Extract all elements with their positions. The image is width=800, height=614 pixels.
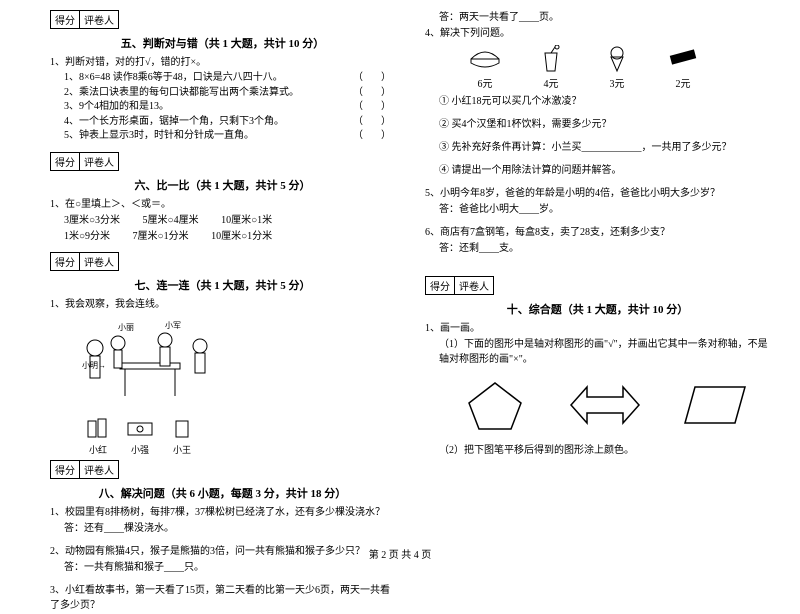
q8-4-1: ① 小红18元可以买几个冰激凌？ (425, 94, 770, 109)
grader-label: 评卷人 (80, 153, 118, 170)
score-label: 得分 (51, 11, 80, 28)
grader-label: 评卷人 (80, 461, 118, 478)
label-xm: 小明→ (82, 361, 106, 370)
cmp-3: 10厘米○1米 (221, 215, 272, 226)
score-box: 得分 评卷人 (425, 276, 494, 295)
q8-1: 1、校园里有8排杨树，每排7棵，37棵松树已经浇了水，还有多少棵没浇水？ (50, 505, 395, 520)
label-xj: 小军 (165, 321, 181, 330)
page-footer: 第 2 页 共 4 页 (0, 546, 800, 561)
score-label: 得分 (51, 461, 80, 478)
price-1: 6元 (478, 75, 493, 90)
item-1-label: 小红 (89, 443, 107, 456)
paren: （ ） (353, 86, 395, 101)
price-2: 4元 (544, 75, 559, 90)
price-3: 3元 (610, 75, 625, 90)
q8-6: 6、商店有7盒钢笔，每盒8支，卖了28支，还剩多少支？ (425, 225, 770, 240)
label-xl: 小丽 (118, 323, 134, 332)
right-column: 答：两天一共看了____页。 4、解决下列问题。 6元 4元 (425, 10, 770, 614)
q8-4: 4、解决下列问题。 (425, 26, 770, 41)
kids-illustration: 小明→ 小丽 小军 (70, 318, 395, 411)
food-burger: 6元 (465, 45, 505, 90)
score-box: 得分 评卷人 (50, 152, 119, 171)
q10-1-1: （1）下面的图形中是轴对称图形的画"√"，并画出它其中一条对称轴，不是轴对称图形… (425, 337, 770, 367)
grader-label: 评卷人 (80, 253, 118, 270)
score-box: 得分 评卷人 (50, 252, 119, 271)
cmp-6: 10厘米○1分米 (211, 231, 272, 242)
q5-1-5: 5、钟表上显示3时，时针和分针成一直角。 （ ） (50, 129, 395, 144)
q5-1-1-text: 1、8×6=48 读作8乘6等于48，口诀是六八四十八。 (64, 71, 283, 86)
pentagon-shape (455, 375, 535, 435)
score-box: 得分 评卷人 (50, 10, 119, 29)
item-3-label: 小王 (173, 443, 191, 456)
q7-1: 1、我会观察，我会连线。 (50, 297, 395, 312)
paren: （ ） (353, 100, 395, 115)
q5-1-1: 1、8×6=48 读作8乘6等于48，口诀是六八四十八。 （ ） (50, 71, 395, 86)
cmp-5: 7厘米○1分米 (133, 231, 189, 242)
q5-1-4-text: 4、一个长方形桌面，锯掉一个角，只剩下3个角。 (64, 115, 284, 130)
q6-row1: 3厘米○3分米 5厘米○4厘米 10厘米○1米 (50, 213, 395, 228)
candy-icon (663, 45, 703, 73)
item-1: 小红 (80, 417, 116, 456)
burger-icon (465, 45, 505, 73)
q8-4-4: ④ 请提出一个用除法计算的问题并解答。 (425, 163, 770, 178)
q8-5: 5、小明今年8岁，爸爸的年龄是小明的4倍，爸爸比小明大多少岁？ (425, 186, 770, 201)
q5-1-4: 4、一个长方形桌面，锯掉一个角，只剩下3个角。 （ ） (50, 115, 395, 130)
section-6-title: 六、比一比（共 1 大题，共计 5 分） (50, 177, 395, 193)
item-2: 小强 (122, 417, 158, 456)
a8-3: 答：两天一共看了____页。 (425, 10, 770, 25)
score-label: 得分 (51, 253, 80, 270)
grader-label: 评卷人 (455, 277, 493, 294)
a8-2: 答：一共有熊猫和猴子____只。 (50, 560, 395, 575)
score-box: 得分 评卷人 (50, 460, 119, 479)
q5-1-3-text: 3、9个4相加的和是13。 (64, 100, 169, 115)
food-row: 6元 4元 3元 2元 (465, 45, 770, 90)
q5-1-3: 3、9个4相加的和是13。 （ ） (50, 100, 395, 115)
section-5-title: 五、判断对与错（共 1 大题，共计 10 分） (50, 35, 395, 51)
section-7-title: 七、连一连（共 1 大题，共计 5 分） (50, 277, 395, 293)
a8-6: 答：还剩____支。 (425, 241, 770, 256)
q8-4-2: ② 买4个汉堡和1杯饮料，需要多少元？ (425, 117, 770, 132)
kids-svg: 小明→ 小丽 小军 (70, 318, 230, 408)
section-10-title: 十、综合题（共 1 大题，共计 10 分） (425, 301, 770, 317)
icecream-icon (597, 45, 637, 73)
cmp-1: 3厘米○3分米 (64, 215, 120, 226)
paren: （ ） (353, 71, 395, 86)
item-3: 小王 (164, 417, 200, 456)
food-candy: 2元 (663, 45, 703, 90)
q8-3: 3、小红看故事书，第一天看了15页，第二天看的比第一天少6页，两天一共看了多少页… (50, 583, 395, 613)
direction-items: 小红 小强 小王 (80, 417, 395, 456)
double-arrow-shape (565, 375, 645, 435)
price-4: 2元 (676, 75, 691, 90)
paren: （ ） (353, 129, 395, 144)
q5-1-5-text: 5、钟表上显示3时，时针和分针成一直角。 (64, 129, 254, 144)
cmp-2: 5厘米○4厘米 (143, 215, 199, 226)
a8-5: 答：爸爸比小明大____岁。 (425, 202, 770, 217)
q6-1: 1、在○里填上＞、＜或＝。 (50, 197, 395, 212)
q8-4-3: ③ 先补充好条件再计算：小兰买____________，一共用了多少元？ (425, 140, 770, 155)
food-drink: 4元 (531, 45, 571, 90)
section-8-title: 八、解决问题（共 6 小题，每题 3 分，共计 18 分） (50, 485, 395, 501)
q5-1: 1、判断对错，对的打√，错的打×。 (50, 55, 395, 70)
q10-1-2: （2）把下图笔平移后得到的图形涂上颜色。 (425, 443, 770, 458)
cmp-4: 1米○9分米 (64, 231, 110, 242)
grader-label: 评卷人 (80, 11, 118, 28)
shapes-row (455, 375, 770, 435)
parallelogram-shape (675, 375, 755, 435)
food-icecream: 3元 (597, 45, 637, 90)
q5-1-2: 2、乘法口诀表里的每句口诀都能写出两个乘法算式。 （ ） (50, 86, 395, 101)
q6-row2: 1米○9分米 7厘米○1分米 10厘米○1分米 (50, 229, 395, 244)
q5-1-2-text: 2、乘法口诀表里的每句口诀都能写出两个乘法算式。 (64, 86, 299, 101)
a8-1: 答：还有____棵没浇水。 (50, 521, 395, 536)
left-column: 得分 评卷人 五、判断对与错（共 1 大题，共计 10 分） 1、判断对错，对的… (50, 10, 395, 614)
paren: （ ） (353, 115, 395, 130)
drink-icon (531, 45, 571, 73)
q10-1: 1、画一画。 (425, 321, 770, 336)
score-label: 得分 (51, 153, 80, 170)
item-2-label: 小强 (131, 443, 149, 456)
page-container: 得分 评卷人 五、判断对与错（共 1 大题，共计 10 分） 1、判断对错，对的… (0, 0, 800, 614)
score-label: 得分 (426, 277, 455, 294)
